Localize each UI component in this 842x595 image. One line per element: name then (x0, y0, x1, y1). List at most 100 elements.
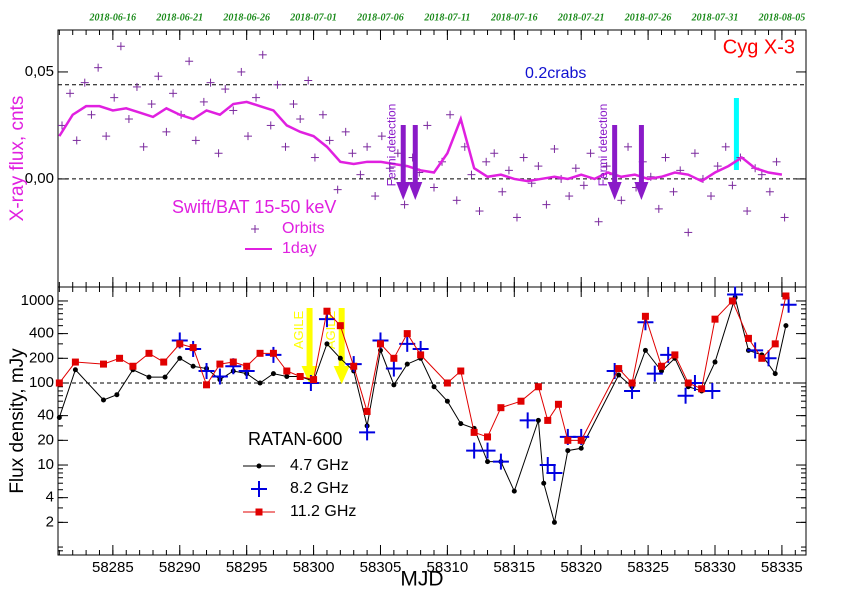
dot-marker (114, 392, 120, 398)
plus-marker (377, 132, 386, 141)
agile-bar (338, 308, 345, 370)
date-label: 2018-07-31 (691, 12, 739, 23)
square-marker (744, 334, 752, 342)
plus-marker (251, 225, 259, 233)
legend-title: RATAN-600 (248, 429, 342, 449)
plus-marker (728, 181, 737, 190)
x-tick-label: 58300 (293, 559, 335, 576)
plus-marker (519, 412, 536, 429)
dot-marker (712, 359, 718, 365)
square-marker (296, 372, 304, 380)
date-label: 2018-07-01 (289, 12, 337, 23)
legend-label: 4.7 GHz (290, 457, 349, 474)
square-marker (641, 312, 649, 320)
chart-title: Cyg X-3 (723, 36, 795, 58)
square-marker (728, 297, 736, 305)
plus-marker (356, 170, 365, 179)
plus-marker (72, 136, 81, 145)
plus-marker (452, 196, 461, 205)
square-marker (517, 397, 525, 405)
plus-marker (690, 149, 699, 158)
dot-marker (551, 519, 557, 525)
square-marker (758, 354, 766, 362)
plus-marker (617, 196, 626, 205)
square-marker (782, 292, 790, 300)
date-label: 2018-06-26 (222, 12, 270, 23)
plus-marker (542, 200, 551, 209)
plus-marker (185, 57, 194, 66)
y-tick-label: 10 (37, 456, 54, 473)
legend-label: 8.2 GHz (290, 480, 349, 497)
square-marker (390, 354, 398, 362)
y-axis-label: X-ray flux, cnts (7, 96, 28, 222)
plus-marker (479, 442, 496, 459)
date-label: 2018-07-21 (557, 12, 605, 23)
x-tick-label: 58305 (360, 559, 402, 576)
plus-marker (757, 170, 766, 179)
series-line (58, 100, 783, 183)
square-marker (350, 362, 358, 370)
plus-marker (482, 157, 491, 166)
square-marker (363, 407, 371, 415)
plus-marker (169, 89, 178, 98)
y-tick-label: 1000 (21, 292, 54, 309)
plus-marker (534, 162, 543, 171)
square-marker (403, 330, 411, 338)
dot-marker (146, 374, 152, 380)
square-marker (229, 358, 237, 366)
plus-marker (743, 207, 752, 216)
plus-marker (237, 67, 246, 76)
fermi-label: Fermi detection (596, 104, 610, 187)
dot-marker (642, 347, 648, 353)
square-marker (323, 307, 331, 315)
x-tick-label: 58295 (226, 559, 268, 576)
crab-label: 0.2crabs (525, 65, 586, 82)
plus-marker (318, 110, 327, 119)
y-tick-label: 0,00 (25, 170, 54, 187)
dot-marker (391, 382, 397, 388)
square-marker (684, 379, 692, 387)
plus-marker (266, 121, 275, 130)
square-marker (554, 400, 562, 408)
plus-marker (124, 115, 133, 124)
agile-arrowhead (301, 366, 318, 384)
plus-marker (704, 382, 721, 399)
plus-marker (684, 228, 693, 237)
y-tick-label: 4 (46, 489, 54, 506)
square-marker (160, 358, 168, 366)
y-axis-label: Flux density, mJy (7, 348, 28, 494)
dot-marker (535, 417, 541, 423)
x-axis-label: MJD (400, 568, 443, 591)
dot-marker (404, 361, 410, 367)
plus-marker (289, 100, 298, 109)
dot-marker (337, 355, 343, 361)
square-marker (628, 379, 636, 387)
plus-marker (310, 153, 319, 162)
legend-title: Swift/BAT 15-50 keV (172, 197, 336, 217)
plus-marker (147, 100, 156, 109)
date-label: 2018-07-11 (423, 12, 470, 23)
plus-marker (654, 204, 663, 213)
plus-marker (66, 89, 75, 98)
square-marker (417, 351, 425, 359)
plus-marker (333, 185, 342, 194)
date-label: 2018-06-21 (155, 12, 203, 23)
plus-marker (94, 63, 103, 72)
square-marker (116, 354, 124, 362)
dot-marker (162, 374, 168, 380)
plus-marker (359, 424, 376, 441)
plus-marker (624, 142, 633, 151)
square-marker (711, 315, 719, 323)
plus-marker (371, 192, 380, 201)
dot-marker (578, 445, 584, 451)
plus-marker (579, 181, 588, 190)
y-tick-label: 0,05 (25, 63, 54, 80)
dot-marker (783, 323, 789, 329)
dot-marker (444, 398, 450, 404)
plus-marker (446, 110, 455, 119)
plus-marker (385, 360, 402, 377)
plus-marker (385, 164, 394, 173)
plus-marker (281, 142, 290, 151)
